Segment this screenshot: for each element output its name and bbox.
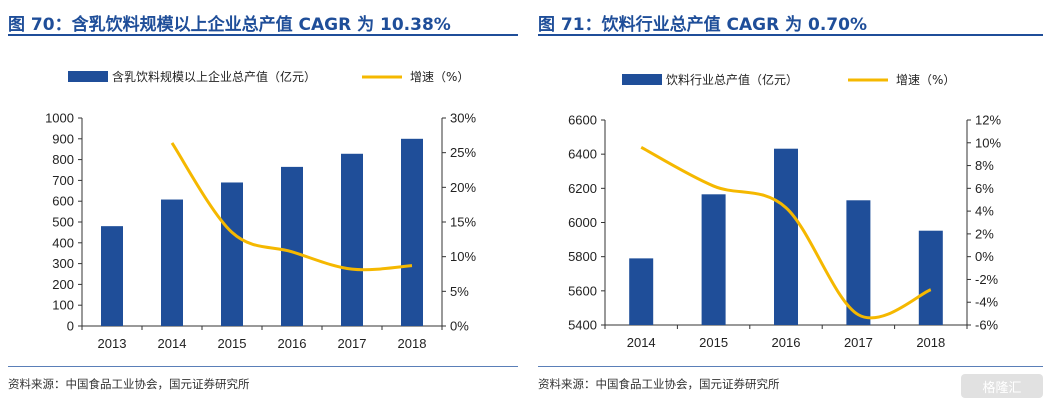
chart-1-title-rule (8, 34, 518, 36)
chart-1-y-tick-label: 800 (52, 152, 74, 167)
chart-1-y-tick-label: 700 (52, 173, 74, 188)
chart-1-growth-line (170, 142, 413, 272)
chart-2-title: 图 71：饮料行业总产值 CAGR 为 0.70% (538, 15, 867, 35)
chart-2-bar (774, 148, 798, 325)
chart-2-x-tick-label: 2018 (916, 335, 945, 350)
chart-2-bar (701, 194, 726, 325)
chart-1-y-tick-label: 1000 (45, 111, 74, 126)
chart-2-plot: 5400 5600 5800 6000 6200 6400 6600 -6% -4% -2% 0% 2… (568, 72, 1001, 350)
chart-1-legend-bar-label: 含乳饮料规模以上企业总产值（亿元） (112, 69, 316, 84)
chart-1-x-tick-label: 2014 (158, 336, 187, 351)
chart-1-source-rule (8, 366, 518, 367)
chart-1-bar (101, 226, 123, 326)
chart-1-y2-tick-label: 0% (450, 319, 469, 334)
chart-1-bar (341, 153, 363, 326)
chart-1-y2-tick-label: 15% (450, 215, 476, 230)
chart-2-legend-bar-swatch (622, 74, 662, 85)
chart-1-bar (221, 182, 243, 326)
chart-1-title: 图 70：含乳饮料规模以上企业总产值 CAGR 为 10.38% (8, 15, 451, 35)
chart-2-x-tick-label: 2016 (772, 335, 801, 350)
chart-1-y-tick-label: 200 (52, 277, 74, 292)
watermark-logo: 格隆汇 (961, 374, 1043, 398)
chart-2-y2-tick-label: 0% (975, 249, 994, 264)
chart-1-x-tick-label: 2016 (278, 336, 307, 351)
chart-1-y-tick-label: 300 (52, 256, 74, 271)
chart-1-legend-bar-swatch (68, 71, 108, 82)
chart-1-y-tick-label: 400 (52, 235, 74, 250)
chart-1-legend-line-label: 增速（%） (410, 70, 469, 84)
chart-1-y2-tick-label: 30% (450, 111, 476, 126)
chart-2-y-tick-label: 5400 (568, 318, 597, 333)
chart-1-y-tick-label: 100 (52, 298, 74, 313)
chart-2-source: 资料来源：中国食品工业协会，国元证券研究所 (538, 377, 780, 391)
chart-1-y2-tick-label: 5% (450, 284, 469, 299)
chart-2-title-rule (538, 34, 1043, 36)
chart-1-y-tick-label: 600 (52, 194, 74, 209)
chart-1-bar (161, 199, 183, 326)
chart-1-y-tick-label: 900 (52, 131, 74, 146)
chart-2-y-tick-label: 6600 (568, 113, 597, 128)
chart-2-y2-tick-label: -6% (975, 318, 999, 333)
chart-1-y2-tick-label: 25% (450, 145, 476, 160)
chart-1-bar (401, 138, 423, 326)
chart-2-bar (629, 258, 654, 325)
chart-1-x-tick-label: 2015 (218, 336, 247, 351)
chart-2-y2-tick-label: 4% (975, 204, 994, 219)
chart-1-y2-tick-label: 20% (450, 180, 476, 195)
chart-2-y2-tick-label: -4% (975, 295, 999, 310)
chart-1-source: 资料来源：中国食品工业协会，国元证券研究所 (8, 377, 250, 391)
chart-2-bar (846, 200, 871, 325)
chart-1-y2-tick-label: 10% (450, 249, 476, 264)
chart-2-y2-tick-label: 10% (975, 135, 1001, 150)
chart-2-y2-tick-label: 2% (975, 226, 994, 241)
chart-1-plot: 0 100 200 300 400 500 600 700 800 900 1000 0% 5% 10% 1… (45, 69, 476, 351)
chart-1-x-tick-label: 2017 (338, 336, 367, 351)
chart-2-bar (918, 230, 943, 325)
chart-2-y-tick-label: 5600 (568, 283, 597, 298)
chart-1-y-tick-label: 500 (52, 215, 74, 230)
chart-2-legend-line-label: 增速（%） (896, 73, 955, 87)
chart-2-legend-bar-label: 饮料行业总产值（亿元） (666, 72, 798, 87)
chart-2-y2-tick-label: 8% (975, 158, 994, 173)
chart-1-bar (281, 166, 303, 326)
chart-2-x-tick-label: 2017 (844, 335, 873, 350)
chart-1-y-tick-label: 0 (67, 319, 74, 334)
chart-2-growth-line (640, 146, 932, 320)
chart-1-x-tick-label: 2018 (398, 336, 427, 351)
chart-2-y2-tick-label: -2% (975, 272, 999, 287)
chart-2-y-tick-label: 6000 (568, 215, 597, 230)
chart-2-y-tick-label: 5800 (568, 249, 597, 264)
chart-1-x-tick-label: 2013 (98, 336, 127, 351)
chart-2-y2-tick-label: 6% (975, 181, 994, 196)
chart-2-source-rule (538, 366, 1043, 367)
chart-2-y2-tick-label: 12% (975, 113, 1001, 128)
chart-2-x-tick-label: 2014 (627, 335, 656, 350)
chart-2-y-tick-label: 6400 (568, 147, 597, 162)
chart-2-x-tick-label: 2015 (699, 335, 728, 350)
chart-2-y-tick-label: 6200 (568, 181, 597, 196)
